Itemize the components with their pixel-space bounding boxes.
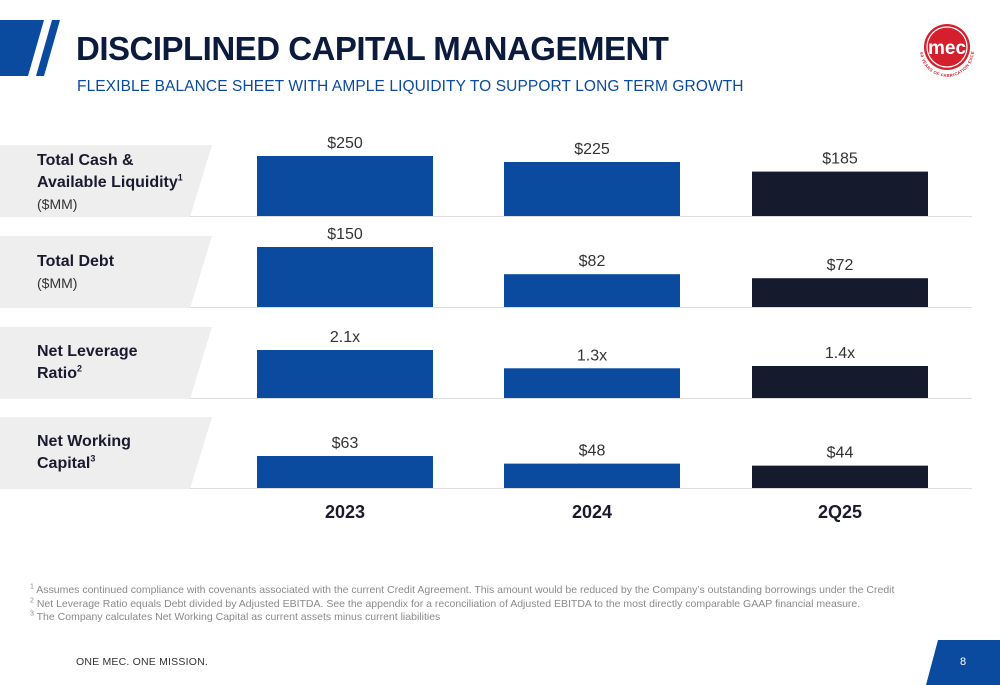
row-label-cash: Total Cash & Available Liquidity1 ($MM): [0, 145, 212, 217]
page-subtitle: FLEXIBLE BALANCE SHEET WITH AMPLE LIQUID…: [77, 78, 744, 95]
bar-2023: [257, 156, 433, 216]
footnote-2: 2 Net Leverage Ratio equals Debt divided…: [30, 597, 861, 610]
data-label: $48: [579, 443, 606, 460]
row-label-leverage: Net Leverage Ratio2: [0, 327, 212, 399]
page-number: 8: [960, 656, 967, 668]
footnote-ref: 3: [90, 453, 96, 464]
bar-2q25: [752, 465, 928, 488]
row-label-line1: Net Working: [37, 433, 131, 450]
footnote-ref: 2: [77, 363, 83, 374]
row-label-line1: Net Leverage: [37, 343, 138, 360]
data-label: $63: [332, 435, 359, 452]
row-label-line2: Capital: [37, 455, 91, 472]
bar-2024: [504, 368, 680, 398]
corner-slash-accent: [0, 20, 60, 76]
footnote-ref: 1: [177, 172, 183, 183]
data-label: $250: [327, 135, 363, 152]
data-label: 2.1x: [330, 329, 360, 346]
bar-2024: [504, 463, 680, 488]
category-label: 2023: [325, 502, 365, 522]
row-label-line1: Total Cash &: [37, 152, 134, 169]
data-label: $185: [822, 151, 858, 168]
bar-2023: [257, 350, 433, 398]
row-label-working-capital: Net Working Capital3: [0, 417, 212, 489]
footnote-1: 1 Assumes continued compliance with cove…: [30, 583, 895, 597]
data-label: 1.4x: [825, 345, 855, 362]
data-label: $44: [827, 445, 854, 462]
data-label: 1.3x: [577, 347, 607, 364]
data-label: $225: [574, 141, 610, 158]
bar-2024: [504, 162, 680, 216]
row-label-line2: Ratio: [37, 365, 77, 382]
logo-wordmark: mec: [928, 38, 966, 59]
row-label-line2: Available Liquidity: [37, 174, 178, 191]
row-label-line1: Total Debt: [37, 253, 115, 270]
data-label: $150: [327, 226, 363, 243]
bar-2q25: [752, 171, 928, 216]
mec-logo: mec 60 YEARS OF FABRICATION EXCELLENCE: [912, 14, 975, 78]
footnote-3: 3 The Company calculates Net Working Cap…: [30, 610, 441, 624]
row-label-debt: Total Debt ($MM): [0, 236, 212, 308]
bar-2023: [257, 456, 433, 488]
bar-2q25: [752, 366, 928, 398]
bar-2q25: [752, 278, 928, 307]
bar-2024: [504, 274, 680, 307]
page-title: DISCIPLINED CAPITAL MANAGEMENT: [76, 30, 669, 67]
category-label: 2Q25: [818, 502, 862, 522]
category-label: 2024: [572, 502, 612, 522]
footer-tagline: ONE MEC. ONE MISSION.: [76, 656, 208, 668]
footnotes: 1 Assumes continued compliance with cove…: [30, 584, 980, 625]
capital-chart: $250 $225 $185 $150 $82 $72 2.1x 1.3x 1.4x $63 $48…: [190, 135, 972, 522]
row-label-unit: ($MM): [37, 275, 78, 291]
row-label-unit: ($MM): [37, 196, 78, 212]
bar-2023: [257, 247, 433, 307]
data-label: $82: [579, 253, 606, 270]
data-label: $72: [827, 257, 854, 274]
